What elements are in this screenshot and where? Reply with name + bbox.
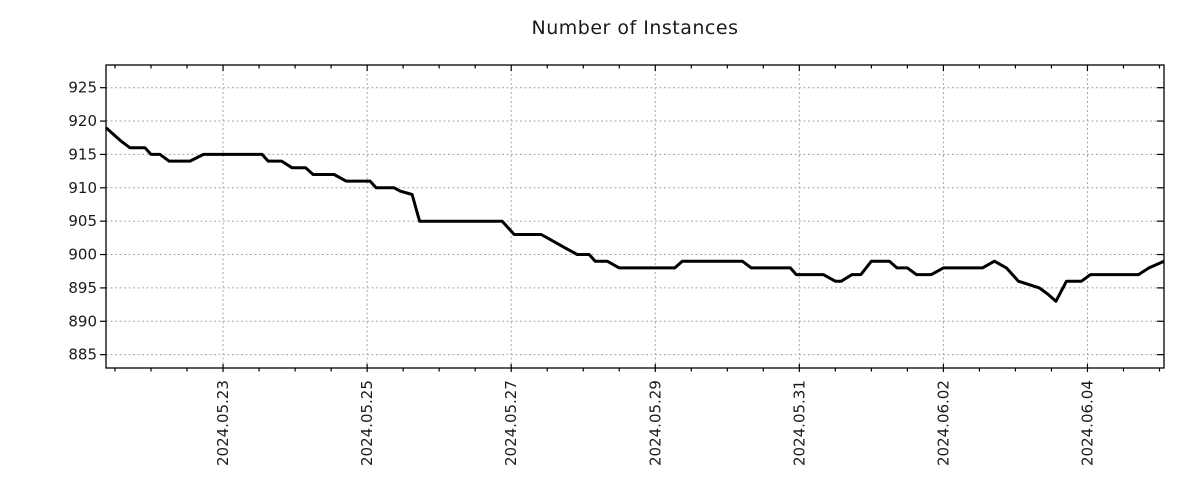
- x-tick-label: 2024.06.02: [934, 380, 952, 466]
- y-tick-label: 895: [68, 279, 97, 297]
- y-tick-label: 915: [68, 145, 97, 163]
- x-tick-label: 2024.05.25: [358, 380, 376, 466]
- y-tick-label: 905: [68, 212, 97, 230]
- y-tick-label: 885: [68, 346, 97, 364]
- y-tick-label: 925: [68, 79, 97, 97]
- x-tick-label: 2024.05.29: [646, 380, 664, 466]
- series-line: [105, 126, 1165, 303]
- x-tick-label: 2024.05.27: [502, 380, 520, 466]
- y-tick-label: 890: [68, 312, 97, 330]
- gridlines: [106, 65, 1164, 368]
- y-tick-label: 920: [68, 112, 97, 130]
- plot-border: [105, 64, 1165, 369]
- axis-ticks: [100, 65, 1164, 372]
- y-tick-label: 900: [68, 246, 97, 264]
- y-tick-labels: 885 890 895 900 905 910 915 920 925: [68, 79, 97, 364]
- x-tick-label: 2024.05.31: [790, 380, 808, 466]
- x-tick-label: 2024.06.04: [1078, 380, 1096, 466]
- series: [105, 126, 1165, 303]
- y-tick-label: 910: [68, 179, 97, 197]
- x-tick-label: 2024.05.23: [214, 380, 232, 466]
- x-tick-labels: 2024.05.23 2024.05.25 2024.05.27 2024.05.29…: [214, 380, 1096, 466]
- chart-title: Number of Instances: [531, 17, 739, 39]
